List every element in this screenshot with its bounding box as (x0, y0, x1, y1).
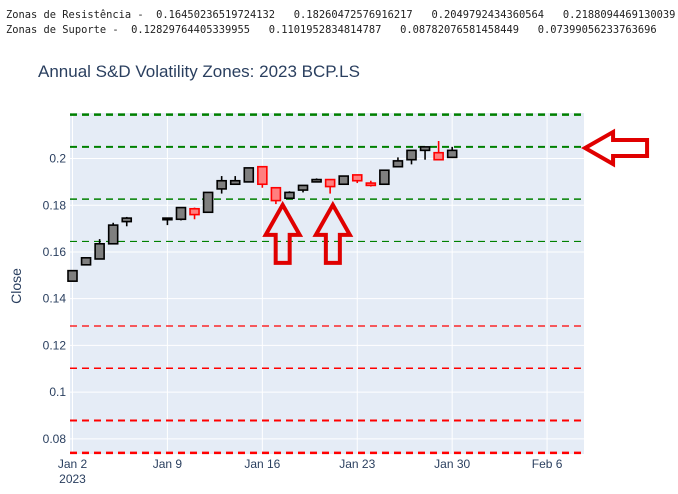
resistance-value: 0.16450236519724132 (156, 9, 276, 21)
arrow-up-icon (262, 200, 304, 265)
candle-body (107, 224, 119, 245)
x-tick-label: Jan 2 (58, 457, 88, 471)
candle-body (379, 169, 390, 186)
support-value: 0.12829764405339955 (131, 24, 250, 36)
support-line: Zonas de Suporte - 0.12829764405339955 0… (6, 23, 675, 38)
candle-body (406, 149, 417, 161)
resistance-value: 0.2188094469130039 (562, 9, 676, 21)
y-tick-label: 0.12 (43, 338, 67, 352)
y-tick-label: 0.16 (43, 245, 67, 259)
candle-body (338, 175, 350, 186)
plot-background (70, 113, 584, 454)
y-tick-label: 0.2 (49, 152, 66, 166)
candle-body (419, 146, 431, 152)
support-label: Zonas de Suporte - (6, 24, 119, 36)
annotation-arrows (262, 128, 650, 265)
support-value: 0.1101952834814787 (268, 24, 382, 36)
candle-body (80, 257, 92, 266)
arrow-left-icon (581, 128, 650, 168)
y-axis: 0.08 0.1 0.12 0.14 0.16 0.18 0.2 (43, 152, 67, 446)
x-tick-sublabel: 2023 (59, 472, 86, 486)
resistance-line: Zonas de Resistência - 0.164502365197241… (6, 8, 675, 23)
candle-body (175, 206, 187, 221)
candle-body (162, 217, 173, 221)
y-tick-label: 0.08 (43, 432, 67, 446)
candle-body (446, 149, 458, 159)
x-tick-label: Jan 23 (339, 457, 375, 471)
x-tick-label: Jan 16 (244, 457, 280, 471)
console-output: Zonas de Resistência - 0.164502365197241… (6, 8, 675, 38)
support-value: 0.08782076581458449 (400, 24, 520, 36)
support-value: 0.07399056233763696 (537, 24, 657, 36)
candle-body (229, 179, 241, 186)
candle-body (216, 179, 227, 190)
candle-body (311, 178, 322, 183)
candle-body (67, 269, 78, 282)
x-tick-label: Jan 9 (153, 457, 183, 471)
candle-body (94, 242, 105, 260)
candle-body (365, 182, 377, 187)
candle-body (202, 191, 214, 214)
candles (67, 141, 458, 282)
y-axis-label: Close (8, 268, 24, 304)
candle-body (270, 186, 282, 202)
resistance-value: 0.2049792434360564 (431, 9, 545, 21)
candle-body (392, 160, 404, 168)
candle-body (189, 207, 200, 216)
candle-body (433, 151, 444, 161)
resistance-value: 0.18260472576916217 (293, 9, 413, 21)
candle-body (284, 191, 295, 200)
resistance-label: Zonas de Resistência - (6, 9, 144, 21)
x-tick-label: Jan 30 (434, 457, 470, 471)
candle-body (324, 178, 336, 188)
candle-body (351, 174, 363, 182)
y-tick-label: 0.1 (49, 385, 66, 399)
candle-body (257, 165, 268, 186)
x-tick-label: Feb 6 (532, 457, 563, 471)
arrow-up-icon (312, 200, 354, 265)
chart-title: Annual S&D Volatility Zones: 2023 BCP.LS (38, 62, 360, 81)
candle-body (121, 217, 133, 223)
y-tick-label: 0.14 (43, 292, 67, 306)
candle-body (297, 184, 309, 191)
candle-body (243, 167, 255, 183)
y-tick-label: 0.18 (43, 198, 67, 212)
